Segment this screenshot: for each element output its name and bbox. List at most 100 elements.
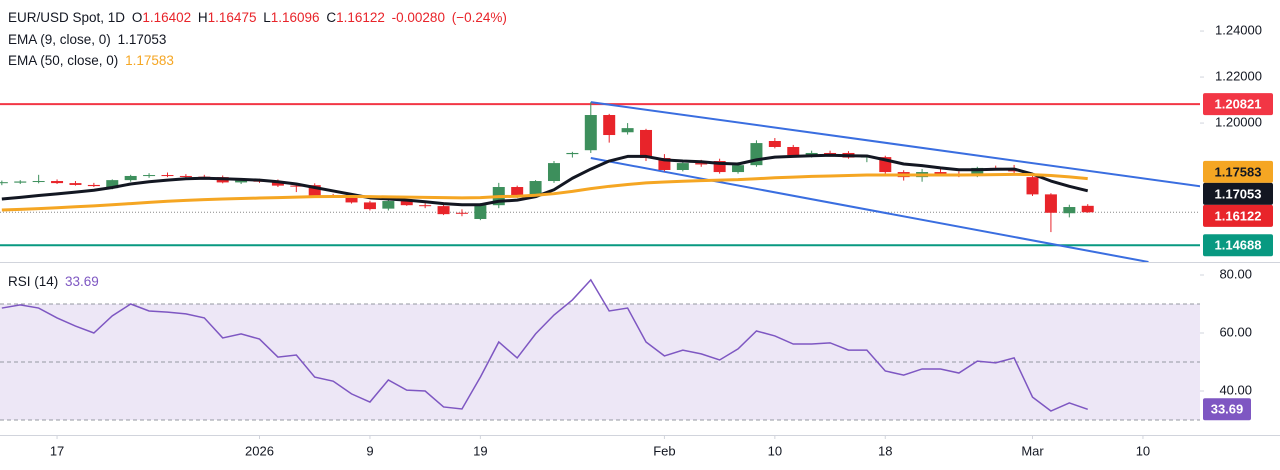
candle-body <box>934 172 947 175</box>
rsi-band <box>0 303 1200 421</box>
price-label-box <box>1203 182 1273 205</box>
rsi-label-box <box>1203 398 1251 421</box>
price-label-box <box>1203 93 1273 116</box>
ema-line <box>1 172 1088 212</box>
rsi-line <box>1 278 1088 412</box>
candle-body <box>603 115 616 136</box>
candle-body <box>695 163 708 165</box>
legend-name: EMA (50, close, 0) <box>8 53 119 68</box>
x-tick-label: 9 <box>366 443 373 458</box>
candle-body <box>143 175 156 177</box>
candle-body <box>547 163 560 182</box>
x-tick-label: 17 <box>50 443 64 458</box>
ohlc-value: 1.16402 <box>142 10 192 25</box>
y-tick-label: 1.22000 <box>1215 68 1262 83</box>
candle-body <box>805 152 818 156</box>
x-tick-label: 2026 <box>245 443 274 458</box>
candle-body <box>1044 194 1057 213</box>
ohlc-prefix: H <box>197 10 208 25</box>
candle-body <box>106 180 119 189</box>
candle-body <box>621 128 634 133</box>
change-percent: (−0.24%) <box>451 10 507 25</box>
candle-body <box>308 185 321 196</box>
candle-body <box>51 181 64 184</box>
candle-body <box>345 195 358 203</box>
candle-body <box>161 175 174 177</box>
rsi-tick-label: 60.00 <box>1219 324 1252 339</box>
candle-body <box>179 175 192 177</box>
candle-body <box>382 201 395 209</box>
candle-body <box>768 141 781 147</box>
candle-body <box>0 182 8 184</box>
candle-body <box>290 185 303 187</box>
price-label: 1.17583 <box>1215 164 1262 179</box>
candle-body <box>713 161 726 173</box>
candle-body <box>529 181 542 196</box>
ohlc-value: 1.16122 <box>336 10 385 25</box>
price-pane <box>0 101 1200 262</box>
trend-line <box>590 157 1149 262</box>
legend-value: 1.17053 <box>117 32 167 47</box>
candle-body <box>474 205 487 219</box>
x-tick-label: 10 <box>768 443 782 458</box>
candle-body <box>676 163 689 170</box>
candle-body <box>271 181 284 186</box>
legend-value: 33.69 <box>65 274 99 289</box>
candle-body <box>658 158 671 170</box>
candle-body <box>511 187 524 196</box>
legend-name: EMA (9, close, 0) <box>8 32 111 47</box>
ohlc-prefix: C <box>326 10 337 25</box>
candle-body <box>87 184 100 187</box>
y-tick-label: 1.24000 <box>1215 22 1262 37</box>
price-label: 1.16122 <box>1215 208 1262 223</box>
ema9-legend: EMA (9, close, 0) 1.17053 <box>8 32 169 47</box>
price-label: 1.17053 <box>1215 186 1262 201</box>
rsi-tick-label: 40.00 <box>1219 382 1252 397</box>
ohlc-value: 1.16096 <box>270 10 320 25</box>
candle-body <box>584 115 597 151</box>
candle-body <box>235 180 248 183</box>
x-tick-label: 18 <box>878 443 892 458</box>
trend-line <box>590 101 1200 188</box>
legend-name: RSI (14) <box>8 274 59 289</box>
x-tick-label: Mar <box>1021 443 1044 458</box>
candle-body <box>124 175 137 181</box>
candle-body <box>419 205 432 207</box>
x-tick-label: Feb <box>653 443 675 458</box>
legend-value: 1.17583 <box>125 53 174 68</box>
candle-body <box>1081 205 1094 213</box>
price-label: 1.14688 <box>1215 238 1262 253</box>
ema-line <box>1 153 1089 207</box>
ohlc-value: 1.16475 <box>207 10 257 25</box>
ema50-legend: EMA (50, close, 0) 1.17583 <box>8 53 177 68</box>
candle-body <box>455 212 468 214</box>
price-label-box <box>1203 204 1273 227</box>
y-tick-label: 1.20000 <box>1215 115 1262 130</box>
candle-body <box>363 202 376 210</box>
price-label-box <box>1203 234 1273 257</box>
price-label: 1.20821 <box>1215 97 1262 112</box>
candle-body <box>1063 207 1076 214</box>
price-label-box <box>1203 160 1273 183</box>
ohlc-prefix: O <box>131 10 143 25</box>
candle-body <box>14 181 27 183</box>
candle-body <box>787 146 800 156</box>
candle-body <box>32 181 45 183</box>
ohlc-prefix: L <box>263 10 271 25</box>
change-value: -0.00280 <box>391 10 445 25</box>
candle-body <box>1026 177 1039 195</box>
axes: 1.24000 1.22000 1.20000 1.20821 1.17583 1.170… <box>50 22 1273 458</box>
candle-body <box>69 183 82 185</box>
candle-body <box>640 129 653 159</box>
x-tick-label: 10 <box>1136 443 1150 458</box>
candle-body <box>732 165 745 173</box>
candle-body <box>437 206 450 215</box>
ohlc-header: EUR/USD Spot, 1D O1.16402 H1.16475 L1.16… <box>8 10 510 25</box>
candle-body <box>824 152 837 155</box>
rsi-label: 33.69 <box>1211 402 1244 417</box>
rsi-tick-label: 80.00 <box>1219 266 1252 281</box>
symbol-title: EUR/USD Spot, 1D <box>8 10 126 25</box>
rsi-pane <box>0 278 1200 421</box>
